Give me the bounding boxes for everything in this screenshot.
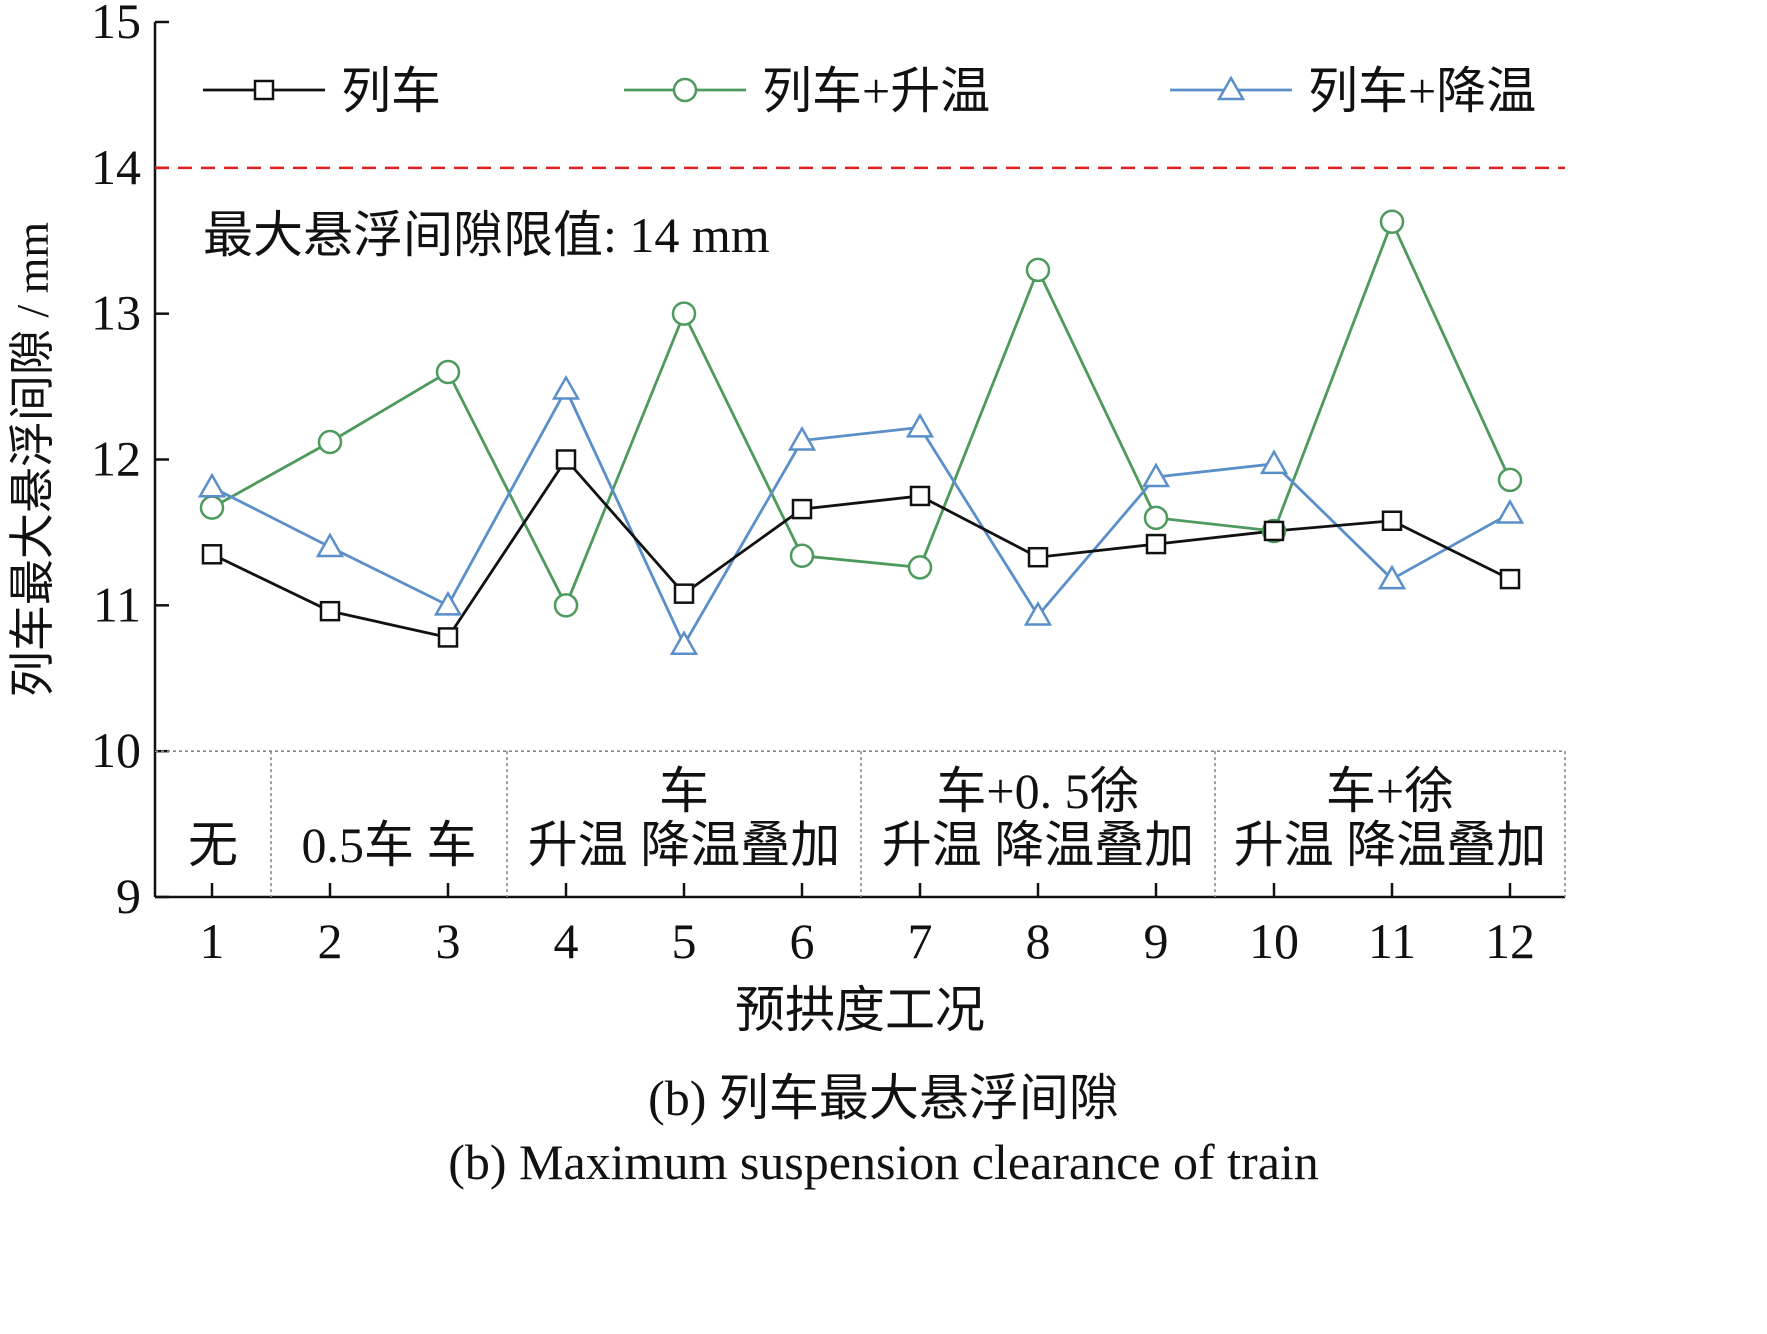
legend-marker bbox=[672, 77, 698, 103]
table-group-top-label: 车+徐 bbox=[1326, 763, 1454, 819]
y-tick-label: 11 bbox=[93, 576, 141, 632]
data-point-1 bbox=[553, 593, 579, 618]
x-tick-label: 12 bbox=[1485, 913, 1535, 969]
x-tick-label: 6 bbox=[790, 913, 815, 969]
legend-marker bbox=[253, 79, 275, 101]
table-group-bottom-label: 无 bbox=[188, 817, 238, 873]
data-point-0 bbox=[1145, 533, 1167, 555]
data-point-2 bbox=[197, 472, 227, 498]
data-point-2 bbox=[1023, 601, 1053, 626]
data-point-0 bbox=[673, 583, 695, 604]
data-point-1 bbox=[317, 429, 343, 455]
series-line-2 bbox=[211, 386, 1511, 648]
table-group-top-label: 车+0. 5徐 bbox=[936, 763, 1139, 819]
data-point-1 bbox=[199, 495, 225, 520]
data-point-2 bbox=[1495, 498, 1525, 524]
y-tick-label: 15 bbox=[91, 0, 141, 49]
y-tick-label: 13 bbox=[91, 285, 141, 341]
data-point-1 bbox=[1143, 505, 1169, 531]
data-point-0 bbox=[319, 600, 341, 622]
data-point-0 bbox=[201, 544, 223, 565]
x-tick-label: 4 bbox=[554, 913, 579, 969]
limit-reference-label: 最大悬浮间隙限值: 14 mm bbox=[203, 207, 770, 263]
data-point-1 bbox=[671, 301, 697, 326]
caption-zh: (b) 列车最大悬浮间隙 bbox=[648, 1070, 1119, 1126]
data-point-2 bbox=[905, 412, 935, 438]
data-point-0 bbox=[555, 449, 577, 470]
x-tick-label: 5 bbox=[672, 913, 697, 969]
table-group-top-label: 车 bbox=[659, 763, 709, 819]
data-point-2 bbox=[1141, 462, 1171, 488]
legend-marker bbox=[1216, 75, 1246, 101]
x-tick-label: 9 bbox=[1144, 913, 1169, 969]
data-point-1 bbox=[1379, 209, 1405, 235]
data-point-0 bbox=[1027, 546, 1049, 568]
table-group-bottom-label: 升温 降温叠加 bbox=[882, 817, 1195, 873]
data-point-0 bbox=[1381, 510, 1403, 531]
data-point-1 bbox=[1025, 257, 1051, 283]
y-tick-label: 12 bbox=[91, 431, 141, 487]
table-group-bottom-label: 升温 降温叠加 bbox=[1234, 817, 1547, 873]
data-point-0 bbox=[909, 485, 931, 507]
y-tick-label: 9 bbox=[116, 868, 141, 924]
data-point-2 bbox=[551, 374, 581, 400]
legend-label: 列车+降温 bbox=[1308, 63, 1536, 119]
x-tick-label: 3 bbox=[436, 913, 461, 969]
data-point-1 bbox=[435, 359, 461, 385]
series-line-0 bbox=[211, 457, 1511, 639]
data-point-2 bbox=[1377, 564, 1407, 590]
data-point-1 bbox=[1497, 467, 1523, 493]
table-group-bottom-label: 升温 降温叠加 bbox=[528, 817, 841, 873]
data-point-2 bbox=[1259, 449, 1289, 475]
caption-en: (b) Maximum suspension clearance of trai… bbox=[448, 1134, 1319, 1190]
x-tick-label: 11 bbox=[1368, 913, 1416, 969]
x-tick-label: 1 bbox=[200, 913, 225, 969]
legend-label: 列车 bbox=[341, 63, 441, 119]
table-group-bottom-label: 0.5车 车 bbox=[302, 817, 477, 873]
data-point-0 bbox=[437, 627, 459, 648]
y-tick-label: 14 bbox=[91, 139, 141, 195]
x-tick-label: 10 bbox=[1249, 913, 1299, 969]
y-tick-label: 10 bbox=[91, 722, 141, 778]
data-point-2 bbox=[669, 630, 699, 655]
x-axis-title: 预拱度工况 bbox=[735, 982, 985, 1038]
data-point-2 bbox=[315, 532, 345, 558]
data-point-1 bbox=[907, 555, 933, 580]
series-line-1 bbox=[211, 218, 1512, 609]
legend-label: 列车+升温 bbox=[762, 63, 990, 119]
data-point-2 bbox=[787, 426, 817, 451]
x-tick-label: 7 bbox=[908, 913, 933, 969]
x-tick-label: 8 bbox=[1026, 913, 1051, 969]
y-axis-title: 列车最大悬浮间隙 / mm bbox=[7, 222, 58, 698]
x-tick-label: 2 bbox=[318, 913, 343, 969]
data-point-0 bbox=[1499, 568, 1521, 590]
data-point-2 bbox=[433, 590, 463, 616]
data-point-1 bbox=[789, 543, 815, 568]
series-group bbox=[197, 209, 1525, 655]
data-point-0 bbox=[1263, 520, 1285, 542]
data-point-0 bbox=[791, 498, 813, 520]
legend: 列车 列车+升温 列车+降温 bbox=[203, 63, 1536, 119]
reference-line-group: 最大悬浮间隙限值: 14 mm bbox=[155, 166, 1565, 263]
